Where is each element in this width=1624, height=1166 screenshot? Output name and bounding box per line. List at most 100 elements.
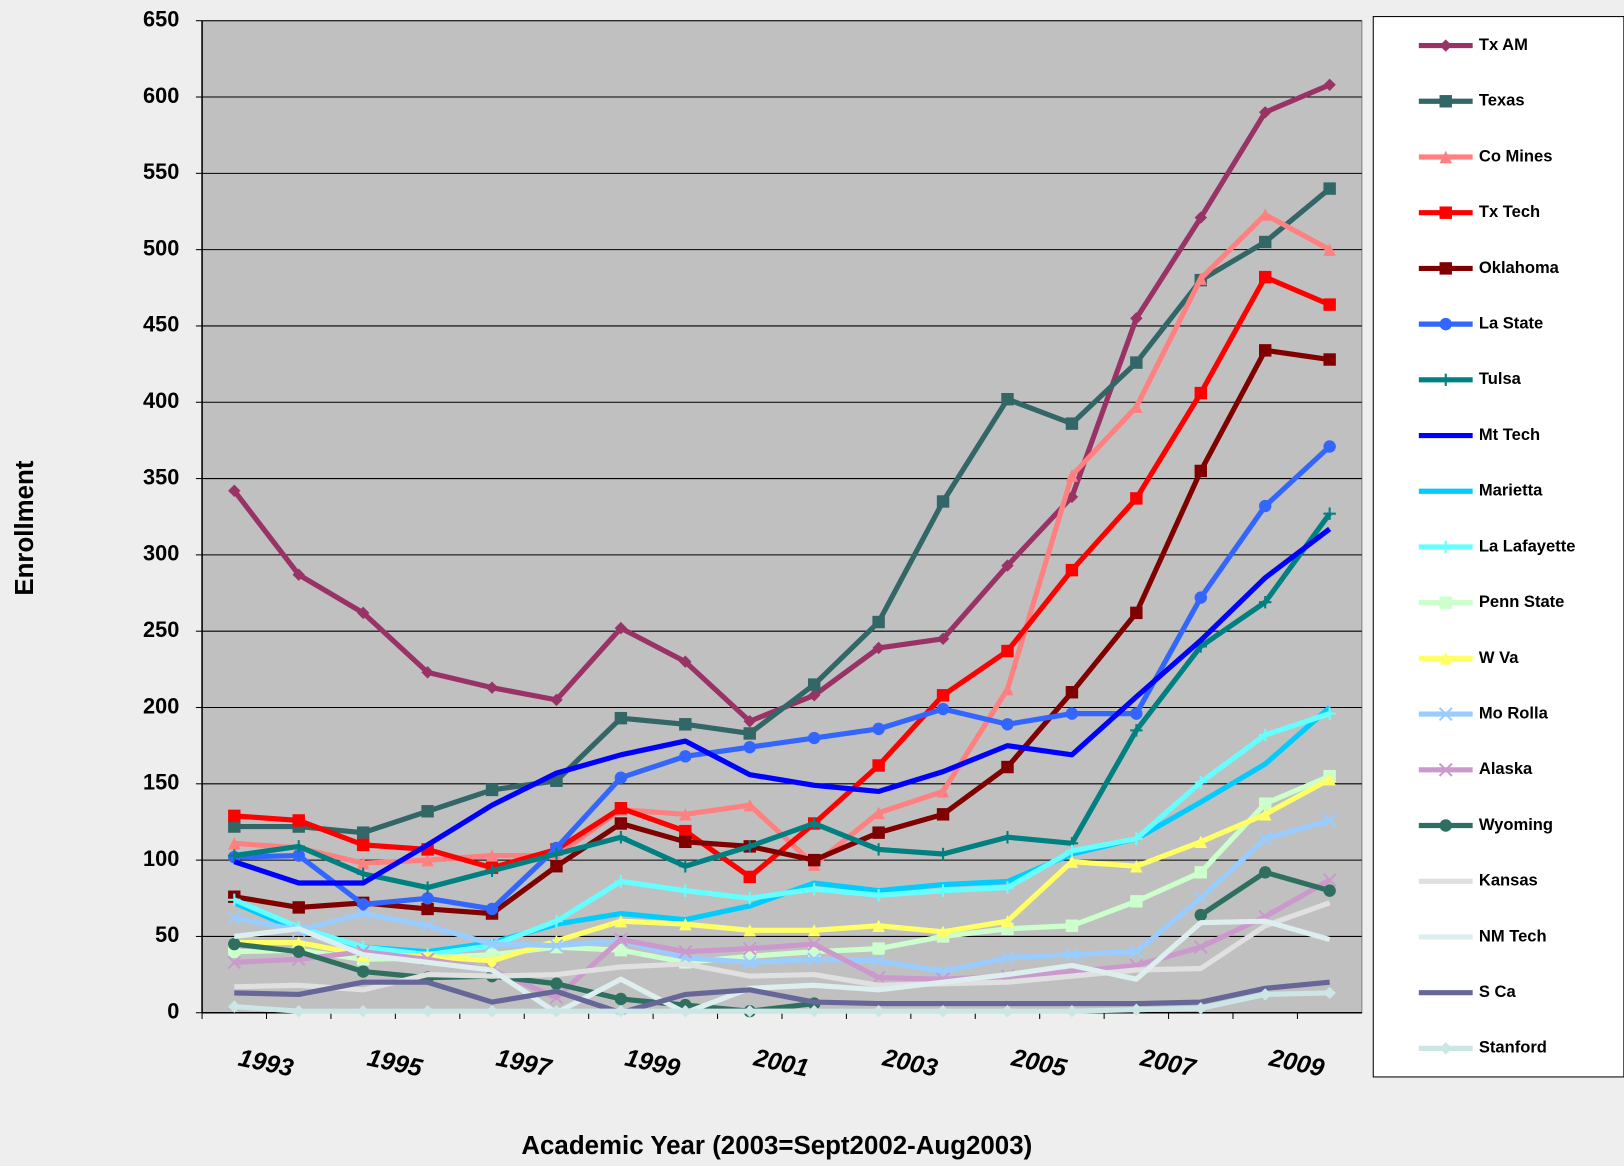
marker — [550, 1005, 563, 1018]
marker — [550, 847, 563, 861]
marker — [1194, 1001, 1207, 1015]
legend-label: NM Tech — [1479, 926, 1547, 945]
marker — [292, 814, 305, 827]
marker — [356, 867, 370, 881]
marker — [1323, 507, 1336, 520]
legend-label: Wyoming — [1479, 815, 1553, 834]
marker — [1439, 317, 1452, 331]
series-line — [233, 526, 1332, 886]
marker — [228, 820, 241, 833]
marker — [679, 808, 692, 821]
y-axis-title: Enrollment — [11, 460, 39, 596]
marker — [1439, 1042, 1452, 1055]
marker — [421, 892, 434, 905]
x-tick-label: 2001 — [750, 1044, 811, 1082]
series-line — [233, 347, 1331, 917]
marker — [1065, 707, 1079, 720]
marker — [807, 924, 821, 937]
marker — [1194, 464, 1207, 478]
marker — [936, 702, 950, 716]
marker — [292, 901, 305, 914]
marker — [1001, 760, 1014, 774]
marker — [292, 945, 305, 958]
marker — [1439, 39, 1452, 52]
marker — [1259, 728, 1272, 742]
y-tick-label: 0 — [167, 998, 179, 1023]
legend-label: Tx AM — [1479, 35, 1528, 54]
legend-label: Stanford — [1479, 1038, 1547, 1057]
marker — [485, 783, 499, 797]
legend-box — [1372, 16, 1624, 1078]
marker — [1259, 208, 1272, 221]
marker — [1259, 866, 1272, 879]
marker — [936, 884, 950, 897]
marker — [1130, 1003, 1143, 1016]
marker — [1323, 440, 1336, 453]
y-tick-label: 650 — [143, 6, 179, 31]
legend-label: Mo Rolla — [1479, 703, 1549, 722]
marker — [356, 838, 370, 852]
marker — [743, 924, 756, 937]
marker — [872, 722, 885, 736]
marker — [614, 875, 628, 888]
marker — [679, 884, 692, 897]
marker — [1439, 206, 1452, 219]
marker — [1194, 211, 1207, 224]
marker — [1439, 150, 1452, 164]
marker — [679, 750, 692, 763]
marker — [421, 881, 434, 894]
marker — [1065, 469, 1079, 482]
marker — [743, 840, 756, 853]
marker — [807, 952, 822, 967]
marker — [1065, 563, 1079, 577]
marker — [807, 1005, 821, 1018]
marker — [1323, 182, 1336, 195]
marker — [420, 918, 435, 933]
marker — [1439, 262, 1452, 275]
marker — [1323, 353, 1336, 366]
marker — [936, 847, 950, 861]
marker — [485, 681, 499, 694]
marker — [1001, 881, 1014, 894]
marker — [1439, 373, 1452, 387]
marker — [679, 860, 692, 873]
marker — [742, 941, 757, 956]
marker — [614, 943, 628, 957]
marker — [807, 853, 821, 867]
x-tick-label: 2009 — [1266, 1044, 1327, 1082]
marker — [1130, 895, 1143, 908]
marker — [872, 889, 885, 902]
marker — [807, 937, 822, 952]
marker — [1130, 492, 1143, 505]
legend-label: La State — [1479, 313, 1543, 332]
marker — [679, 1005, 692, 1018]
marker — [872, 919, 885, 932]
marker — [871, 953, 886, 968]
marker — [1323, 773, 1336, 786]
marker — [1194, 776, 1207, 789]
x-tick-label: 1995 — [365, 1045, 426, 1083]
marker — [1194, 272, 1207, 285]
marker — [292, 849, 305, 862]
marker — [936, 1005, 950, 1018]
y-tick-label: 250 — [143, 617, 179, 642]
marker — [228, 893, 241, 907]
marker — [356, 826, 370, 839]
marker — [614, 771, 628, 784]
marker — [1065, 844, 1079, 858]
marker — [1323, 78, 1336, 92]
marker — [614, 621, 628, 635]
marker — [614, 711, 628, 725]
marker — [1130, 707, 1143, 720]
marker — [1000, 950, 1015, 965]
marker — [1130, 356, 1143, 369]
marker — [872, 1005, 885, 1018]
legend-label: Marietta — [1479, 481, 1543, 500]
marker — [936, 925, 950, 939]
marker — [1323, 298, 1336, 311]
marker — [550, 914, 563, 928]
marker — [421, 1005, 434, 1018]
marker — [807, 882, 821, 896]
marker — [1065, 919, 1079, 932]
